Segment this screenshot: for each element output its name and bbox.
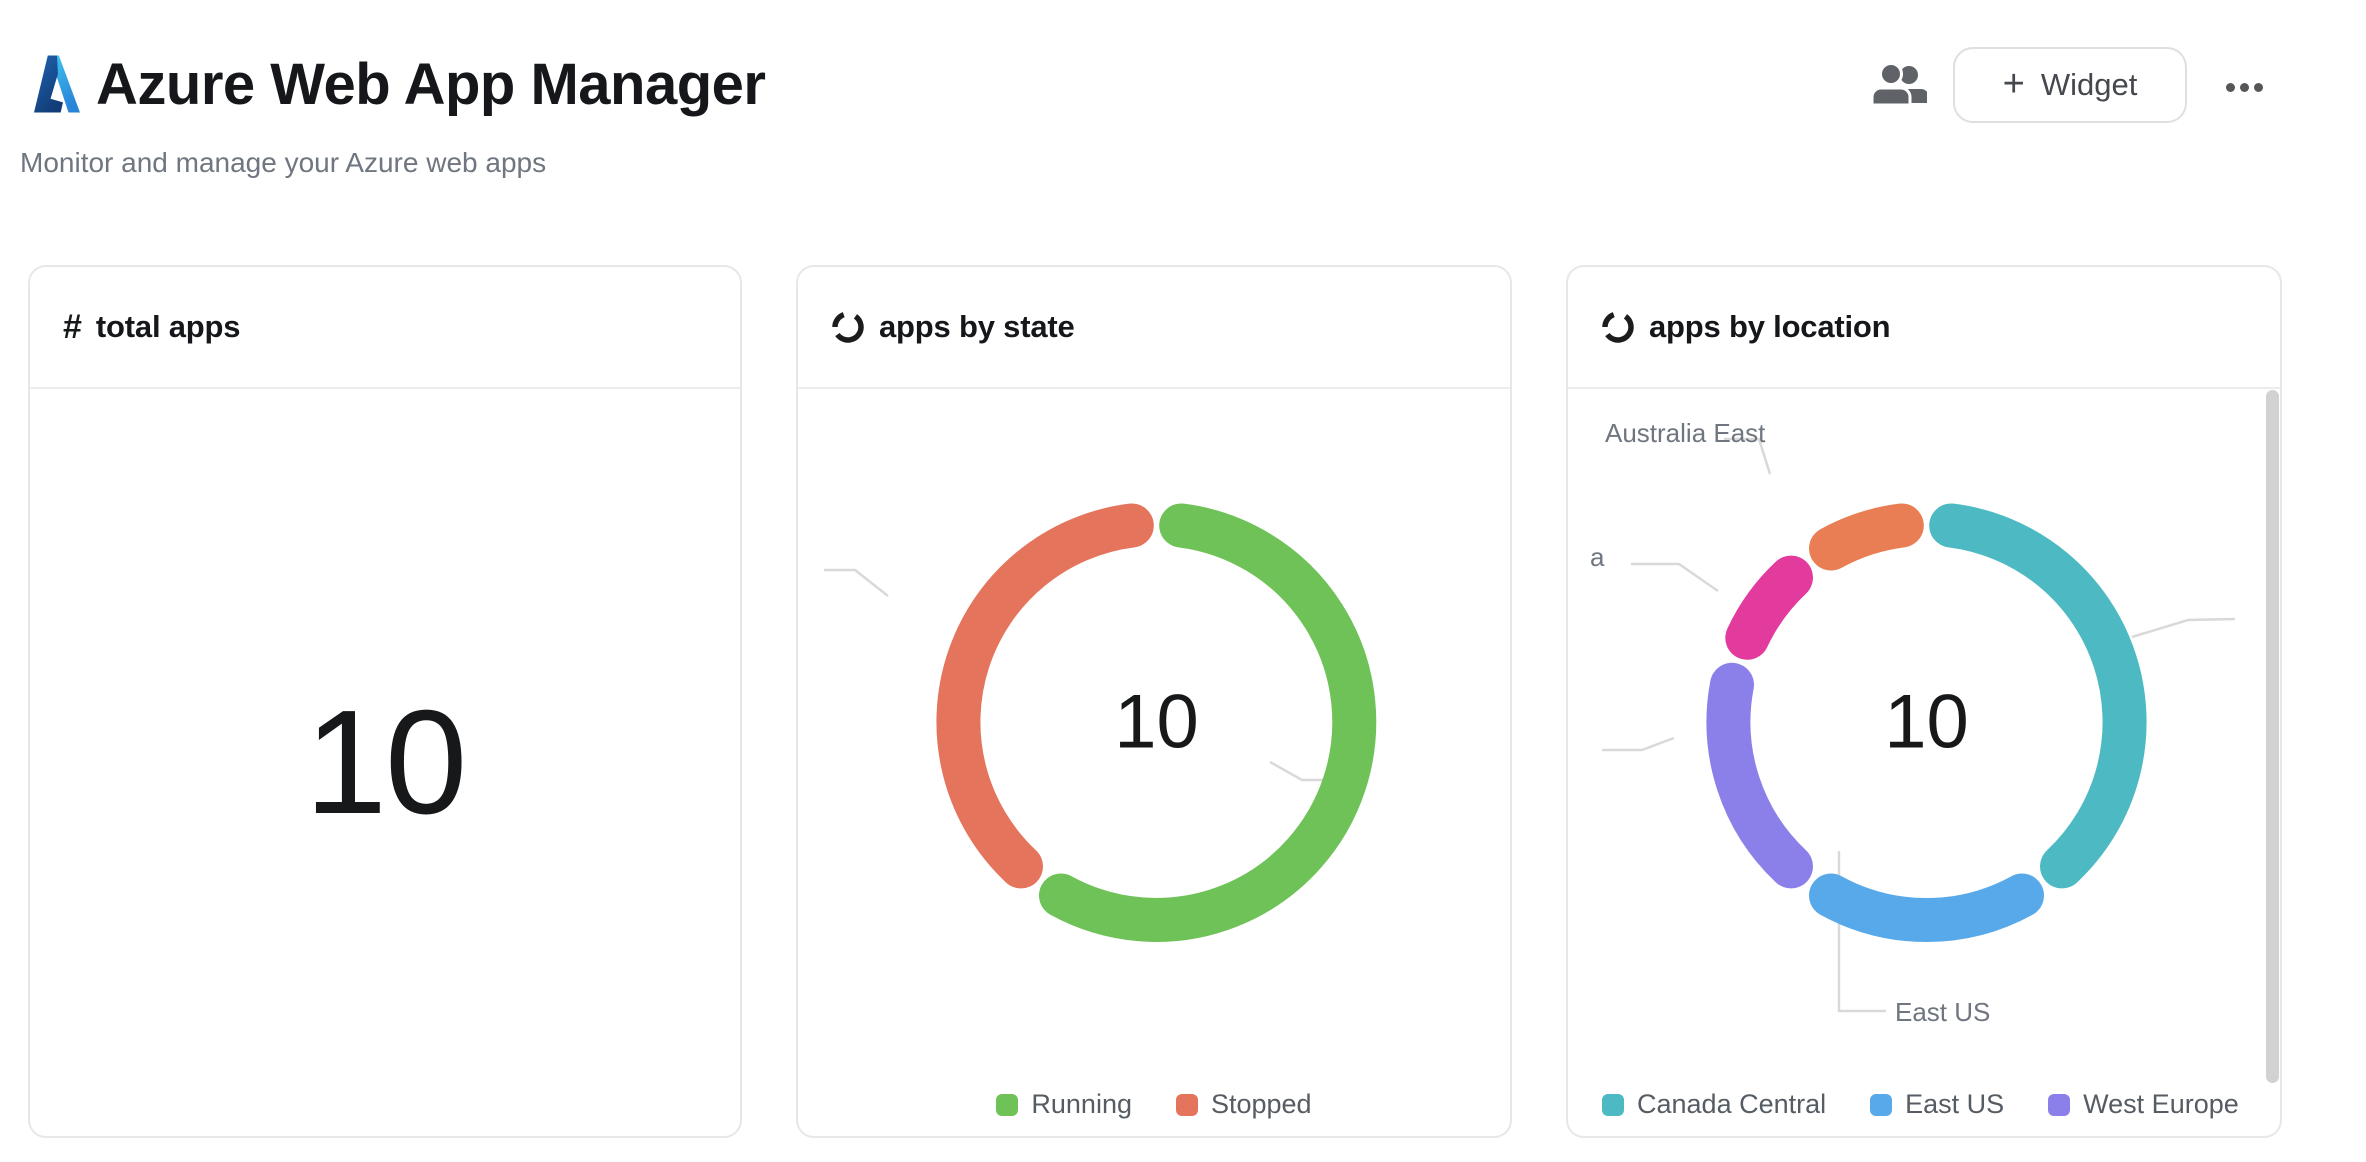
apps-by-state-chart: 10 bbox=[824, 503, 1377, 942]
more-options-button[interactable] bbox=[2216, 67, 2272, 107]
donut-arcs bbox=[936, 503, 1377, 942]
widget-header: # total apps bbox=[30, 267, 740, 389]
chart-legend: Running Stopped bbox=[798, 1089, 1510, 1120]
apps-by-location-chart: Australia East a East US 10 bbox=[1590, 418, 2236, 1027]
donut-chart-icon bbox=[832, 311, 864, 343]
callout-line-australia-east bbox=[1724, 437, 1772, 475]
legend-swatch-canada-central bbox=[1602, 1093, 1624, 1116]
donut-chart-icon bbox=[1602, 311, 1634, 343]
chart-legend: Canada Central East US West Europe bbox=[1568, 1089, 2280, 1120]
callout-line-stopped bbox=[824, 568, 889, 597]
callout-label-australia-east: Australia East bbox=[1605, 418, 1766, 448]
scrollbar-thumb[interactable] bbox=[2266, 390, 2279, 1083]
add-widget-label: Widget bbox=[2040, 67, 2138, 102]
widget-header: apps by state bbox=[798, 267, 1510, 389]
legend-item-running[interactable]: Running bbox=[996, 1089, 1132, 1120]
donut-slice-australia-east[interactable] bbox=[1809, 503, 1924, 571]
widget-header: apps by location bbox=[1568, 267, 2280, 389]
donut-arcs bbox=[1706, 503, 2147, 942]
azure-logo bbox=[34, 55, 80, 113]
legend-swatch-east-us bbox=[1870, 1093, 1893, 1116]
widget-apps-by-location: apps by location Australia East a East U… bbox=[1566, 265, 2282, 1138]
page-subtitle: Monitor and manage your Azure web apps bbox=[20, 147, 547, 178]
donut-slice-stopped[interactable] bbox=[936, 503, 1154, 889]
add-widget-button[interactable]: + Widget bbox=[1953, 47, 2187, 123]
legend-item-east-us[interactable]: East US bbox=[1870, 1089, 2004, 1120]
callout-label-east-us: East US bbox=[1895, 997, 1990, 1027]
widget-apps-by-state: apps by state 10 Running Stopped bbox=[796, 265, 1512, 1138]
chart-center-value: 10 bbox=[1114, 680, 1199, 765]
legend-swatch-stopped bbox=[1175, 1093, 1198, 1116]
share-users-button[interactable] bbox=[1868, 57, 1932, 113]
callout-label-clipped-region: a bbox=[1590, 542, 1605, 572]
legend-item-canada-central[interactable]: Canada Central bbox=[1602, 1089, 1826, 1120]
donut-slice-canada-central[interactable] bbox=[1929, 503, 2147, 889]
callout-line-west-europe bbox=[1602, 736, 1675, 752]
legend-swatch-west-europe bbox=[2048, 1093, 2071, 1116]
ellipsis-icon bbox=[2225, 82, 2235, 92]
donut-slice-west-europe[interactable] bbox=[1706, 662, 1813, 889]
widget-total-apps: # total apps 10 bbox=[28, 265, 742, 1138]
donut-slice-east-us[interactable] bbox=[1809, 873, 2044, 942]
widget-body: 10 Running Stopped bbox=[798, 389, 1510, 1136]
chart-center-value: 10 bbox=[1884, 680, 1969, 765]
total-apps-value: 10 bbox=[304, 679, 468, 845]
people-icon bbox=[1873, 63, 1927, 107]
donut-slice-a[interactable] bbox=[1725, 555, 1813, 660]
page-title: Azure Web App Manager bbox=[96, 52, 766, 117]
hash-icon: # bbox=[63, 308, 82, 346]
callout-line-canada-central bbox=[2131, 617, 2236, 639]
callout-line-clipped-region bbox=[1631, 562, 1719, 593]
widget-body: Australia East a East US 10 Canada Centr… bbox=[1568, 389, 2280, 1136]
legend-item-west-europe[interactable]: West Europe bbox=[2048, 1089, 2239, 1120]
plus-icon: + bbox=[2002, 62, 2025, 105]
widget-title: apps by location bbox=[1649, 309, 1891, 344]
donut-slice-running[interactable] bbox=[1039, 503, 1377, 942]
widget-body: 10 bbox=[30, 389, 740, 1136]
legend-swatch-running bbox=[996, 1093, 1019, 1116]
legend-item-stopped[interactable]: Stopped bbox=[1175, 1089, 1312, 1120]
widget-title: apps by state bbox=[879, 309, 1075, 344]
widget-title: total apps bbox=[95, 309, 241, 344]
